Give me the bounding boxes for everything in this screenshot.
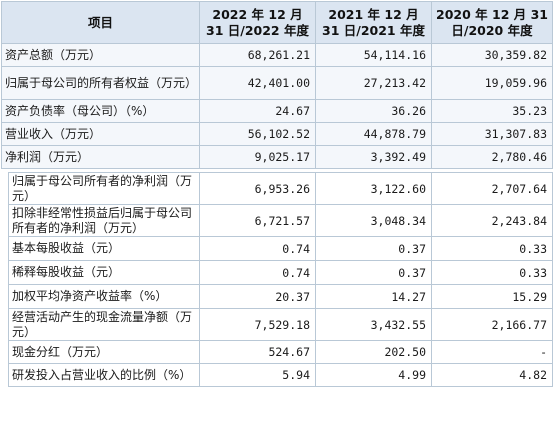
value-2020: - (431, 340, 553, 364)
row-label: 研发投入占营业收入的比例（%） (8, 363, 200, 387)
value-2021: 3,122.60 (315, 172, 432, 205)
header-2022: 2022 年 12 月 31 日/2022 年度 (199, 1, 316, 44)
row-label: 基本每股收益（元） (8, 236, 200, 261)
header-row: 项目 2022 年 12 月 31 日/2022 年度 2021 年 12 月 … (1, 1, 553, 44)
value-2020: 2,243.84 (431, 204, 553, 237)
value-2021: 3,392.49 (315, 145, 432, 169)
value-2022: 6,953.26 (199, 172, 316, 205)
row-label: 归属于母公司的所有者权益（万元） (1, 66, 200, 100)
value-2020: 0.33 (431, 236, 553, 261)
row-label: 归属于母公司所有者的净利润（万元） (8, 172, 200, 205)
value-2022: 68,261.21 (199, 43, 316, 67)
row-label: 营业收入（万元） (1, 122, 200, 146)
value-2021: 36.26 (315, 99, 432, 123)
financial-table-lower: 归属于母公司所有者的净利润（万元） 6,953.26 3,122.60 2,70… (8, 172, 553, 387)
value-2021: 27,213.42 (315, 66, 432, 100)
value-2020: 4.82 (431, 363, 553, 387)
row-label: 加权平均净资产收益率（%） (8, 284, 200, 309)
table-row: 稀释每股收益（元） 0.74 0.37 0.33 (8, 260, 553, 285)
value-2020: 31,307.83 (431, 122, 553, 146)
value-2022: 7,529.18 (199, 308, 316, 341)
value-2022: 0.74 (199, 260, 316, 285)
row-label: 资产总额（万元） (1, 43, 200, 67)
value-2022: 5.94 (199, 363, 316, 387)
value-2021: 44,878.79 (315, 122, 432, 146)
value-2022: 24.67 (199, 99, 316, 123)
row-label: 资产负债率（母公司）（%） (1, 99, 200, 123)
value-2022: 42,401.00 (199, 66, 316, 100)
value-2020: 15.29 (431, 284, 553, 309)
value-2021: 14.27 (315, 284, 432, 309)
table-row: 研发投入占营业收入的比例（%） 5.94 4.99 4.82 (8, 363, 553, 387)
table-row: 净利润（万元） 9,025.17 3,392.49 2,780.46 (1, 145, 553, 169)
table-row: 资产总额（万元） 68,261.21 54,114.16 30,359.82 (1, 43, 553, 67)
value-2020: 2,166.77 (431, 308, 553, 341)
value-2020: 19,059.96 (431, 66, 553, 100)
value-2021: 4.99 (315, 363, 432, 387)
value-2020: 35.23 (431, 99, 553, 123)
value-2022: 20.37 (199, 284, 316, 309)
value-2021: 202.50 (315, 340, 432, 364)
row-label: 稀释每股收益（元） (8, 260, 200, 285)
header-item: 项目 (1, 1, 200, 44)
table-row: 营业收入（万元） 56,102.52 44,878.79 31,307.83 (1, 122, 553, 146)
value-2022: 524.67 (199, 340, 316, 364)
value-2022: 6,721.57 (199, 204, 316, 237)
table-row: 扣除非经常性损益后归属于母公司所有者的净利润（万元） 6,721.57 3,04… (8, 204, 553, 237)
value-2020: 2,780.46 (431, 145, 553, 169)
value-2020: 0.33 (431, 260, 553, 285)
row-label: 净利润（万元） (1, 145, 200, 169)
table-row: 经营活动产生的现金流量净额（万元） 7,529.18 3,432.55 2,16… (8, 308, 553, 341)
table-row: 加权平均净资产收益率（%） 20.37 14.27 15.29 (8, 284, 553, 309)
value-2021: 54,114.16 (315, 43, 432, 67)
header-2020: 2020 年 12 月 31 日/2020 年度 (431, 1, 553, 44)
value-2022: 0.74 (199, 236, 316, 261)
table-row: 基本每股收益（元） 0.74 0.37 0.33 (8, 236, 553, 261)
value-2022: 56,102.52 (199, 122, 316, 146)
table-row: 归属于母公司所有者的净利润（万元） 6,953.26 3,122.60 2,70… (8, 172, 553, 205)
value-2022: 9,025.17 (199, 145, 316, 169)
table-row: 归属于母公司的所有者权益（万元） 42,401.00 27,213.42 19,… (1, 66, 553, 100)
row-label: 现金分红（万元） (8, 340, 200, 364)
value-2021: 3,048.34 (315, 204, 432, 237)
value-2020: 2,707.64 (431, 172, 553, 205)
header-2021: 2021 年 12 月 31 日/2021 年度 (315, 1, 432, 44)
value-2021: 0.37 (315, 236, 432, 261)
row-label: 经营活动产生的现金流量净额（万元） (8, 308, 200, 341)
table-row: 现金分红（万元） 524.67 202.50 - (8, 340, 553, 364)
value-2021: 3,432.55 (315, 308, 432, 341)
financial-table-upper: 项目 2022 年 12 月 31 日/2022 年度 2021 年 12 月 … (1, 1, 553, 169)
table-row: 资产负债率（母公司）（%） 24.67 36.26 35.23 (1, 99, 553, 123)
row-label: 扣除非经常性损益后归属于母公司所有者的净利润（万元） (8, 204, 200, 237)
value-2021: 0.37 (315, 260, 432, 285)
value-2020: 30,359.82 (431, 43, 553, 67)
